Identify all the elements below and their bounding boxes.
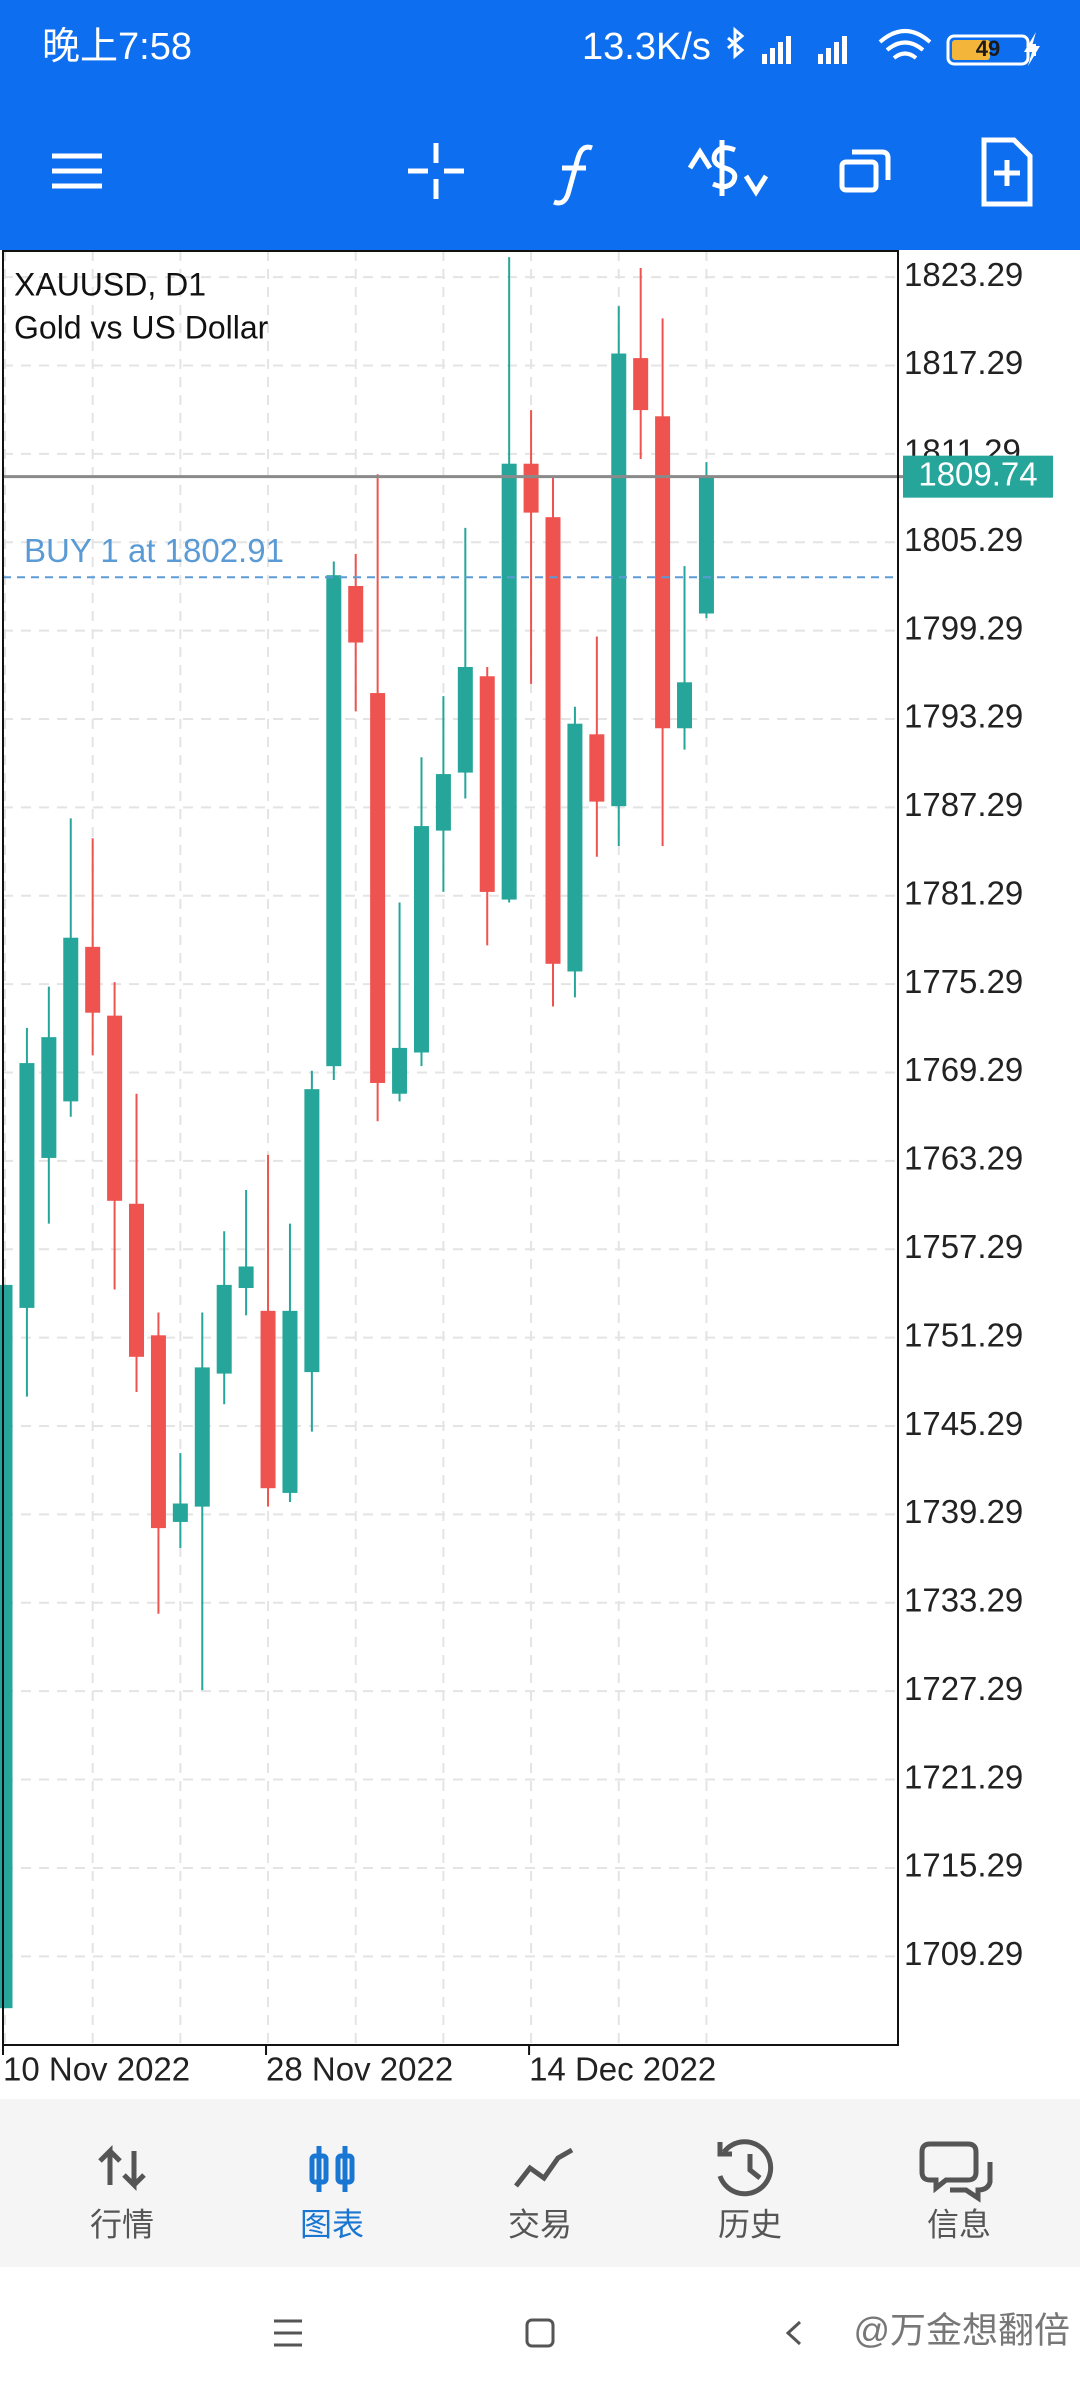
- nav-icons: [98, 2139, 993, 2203]
- candle-body: [413, 826, 429, 1053]
- candle-body: [0, 1284, 13, 2009]
- candle-body: [260, 1310, 276, 1489]
- candle-body: [545, 517, 561, 964]
- y-tick-label: 1763.29: [904, 1140, 1023, 1177]
- candle-body: [392, 1047, 408, 1094]
- y-tick-label: 1787.29: [904, 786, 1023, 823]
- history-icon: [717, 2139, 774, 2197]
- watermark: @万金想翻倍: [853, 2310, 1070, 2351]
- y-tick-label: 1781.29: [904, 874, 1023, 911]
- nav-label[interactable]: 历史: [718, 2206, 782, 2242]
- chart-layer: 1709.29 1715.29 1721.29 1727.29 1733.29 1739.…: [0, 251, 1053, 2088]
- y-tick-label: 1793.29: [904, 698, 1023, 735]
- candle-body: [435, 774, 451, 831]
- bottom-nav: [0, 2099, 1080, 2267]
- charging-icon: [1024, 32, 1040, 66]
- signal-icon: [762, 36, 847, 64]
- nav-label[interactable]: 交易: [508, 2206, 572, 2242]
- y-tick-label: 1739.29: [904, 1493, 1023, 1530]
- candle-body: [633, 358, 649, 411]
- x-tick-label: 14 Dec 2022: [529, 2051, 716, 2088]
- y-tick-label: 1751.29: [904, 1316, 1023, 1353]
- candle-body: [150, 1335, 166, 1529]
- chart-symbol: XAUUSD, D1: [14, 266, 206, 302]
- candle-body: [348, 585, 364, 643]
- status-icons: [727, 26, 1040, 66]
- candle-body: [63, 937, 79, 1102]
- candle-body: [41, 1037, 57, 1158]
- x-tick-label: 10 Nov 2022: [3, 2051, 190, 2088]
- wifi-icon: [878, 29, 932, 60]
- y-tick-label: 1721.29: [904, 1758, 1023, 1795]
- candle-body: [216, 1284, 232, 1374]
- status-time: 晚上7:58: [42, 26, 192, 68]
- candle-body: [370, 693, 386, 1083]
- nav-label[interactable]: 信息: [927, 2206, 991, 2242]
- crosshair-button[interactable]: [408, 143, 464, 199]
- indicators-button[interactable]: [553, 144, 593, 206]
- nav-labels: 行情 图表 交易 历史 信息: [90, 2206, 991, 2242]
- y-tick-label: 1799.29: [904, 609, 1023, 646]
- back-button[interactable]: [785, 2320, 802, 2346]
- candle-body: [677, 682, 693, 729]
- y-tick-label: 1775.29: [904, 963, 1023, 1000]
- candle-body: [129, 1203, 145, 1357]
- y-tick-label: 1709.29: [904, 1935, 1023, 1972]
- battery-text: 49: [976, 36, 1000, 61]
- y-tick-label: 1823.29: [904, 256, 1023, 293]
- bluetooth-icon: [727, 26, 745, 60]
- candle-body: [85, 946, 101, 1013]
- current-price-box: [903, 455, 1053, 498]
- candle-body: [523, 463, 539, 513]
- windows-button[interactable]: [839, 149, 891, 193]
- trade-button[interactable]: [687, 140, 769, 197]
- candle-body: [611, 353, 627, 807]
- system-nav: [0, 2267, 1080, 2400]
- candle-body: [479, 676, 495, 892]
- candle-body: [589, 734, 605, 802]
- y-tick-label: 1817.29: [904, 344, 1023, 381]
- nav-label[interactable]: 行情: [90, 2206, 154, 2242]
- candle-body: [567, 723, 583, 972]
- candle-body: [19, 1063, 35, 1308]
- current-price-label: 1809.74: [918, 455, 1037, 492]
- nav-label[interactable]: 图表: [300, 2206, 364, 2242]
- candle-body: [457, 666, 473, 773]
- y-tick-label: 1733.29: [904, 1582, 1023, 1619]
- menu-button[interactable]: [52, 153, 102, 189]
- candle-body: [655, 416, 671, 729]
- candle-body: [326, 575, 342, 1067]
- chart-title: Gold vs US Dollar: [14, 309, 269, 345]
- network-speed: 13.3K/s: [582, 26, 711, 68]
- home-button[interactable]: [525, 2318, 555, 2348]
- chart-icon: [309, 2146, 355, 2192]
- y-tick-label: 1757.29: [904, 1228, 1023, 1265]
- trade-icon: [514, 2147, 574, 2188]
- y-tick-label: 1727.29: [904, 1670, 1023, 1707]
- candle-body: [107, 1015, 123, 1201]
- candle-body: [194, 1367, 210, 1507]
- candle-body: [501, 463, 517, 900]
- quotes-icon: [98, 2144, 146, 2192]
- candle-body: [172, 1503, 188, 1522]
- y-tick-label: 1805.29: [904, 521, 1023, 558]
- candle-body: [238, 1266, 254, 1289]
- y-tick-label: 1769.29: [904, 1051, 1023, 1088]
- candle-body: [304, 1089, 320, 1373]
- battery-level: [952, 40, 990, 60]
- messages-icon: [919, 2141, 993, 2203]
- toolbar: [52, 137, 1033, 207]
- y-tick-label: 1715.29: [904, 1847, 1023, 1884]
- new-order-button[interactable]: [981, 137, 1033, 207]
- chart-frame: [2, 250, 899, 2046]
- y-tick-label: 1745.29: [904, 1405, 1023, 1442]
- recents-button[interactable]: [274, 2319, 302, 2347]
- candle-body: [282, 1310, 298, 1493]
- x-tick-label: 28 Nov 2022: [266, 2051, 453, 2088]
- order-line-label: BUY 1 at 1802.91: [24, 532, 284, 569]
- candle-body: [698, 476, 714, 614]
